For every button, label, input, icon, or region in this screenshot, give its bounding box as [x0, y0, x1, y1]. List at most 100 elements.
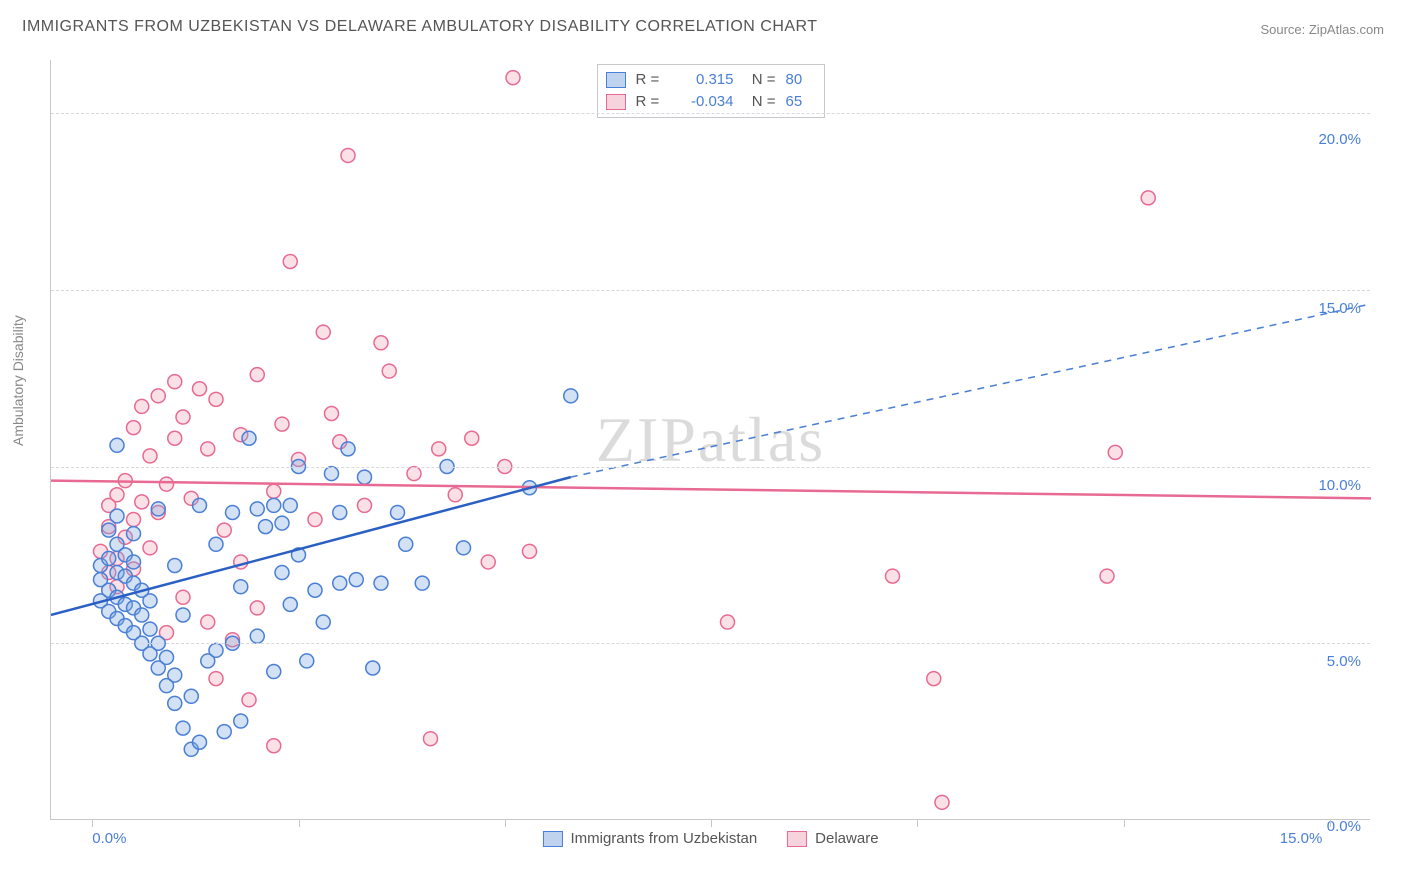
legend-label-uzbekistan: Immigrants from Uzbekistan: [570, 830, 757, 847]
data-point: [127, 527, 141, 541]
data-point: [316, 325, 330, 339]
data-point: [886, 569, 900, 583]
series-legend: Immigrants from Uzbekistan Delaware: [542, 830, 878, 847]
grid-line: [51, 467, 1370, 468]
data-point: [391, 505, 405, 519]
data-point: [160, 477, 174, 491]
data-point: [935, 795, 949, 809]
data-point: [242, 693, 256, 707]
grid-line: [51, 113, 1370, 114]
data-point: [234, 714, 248, 728]
swatch-uzbekistan-icon: [542, 831, 562, 847]
data-point: [135, 495, 149, 509]
data-point: [143, 449, 157, 463]
plot-svg: [51, 60, 1370, 819]
data-point: [209, 537, 223, 551]
data-point: [209, 672, 223, 686]
data-point: [506, 71, 520, 85]
data-point: [168, 668, 182, 682]
legend-item-uzbekistan: Immigrants from Uzbekistan: [542, 830, 757, 847]
data-point: [325, 467, 339, 481]
data-point: [250, 629, 264, 643]
data-point: [250, 368, 264, 382]
data-point: [259, 520, 273, 534]
data-point: [110, 509, 124, 523]
data-point: [168, 431, 182, 445]
data-point: [283, 254, 297, 268]
data-point: [201, 615, 215, 629]
grid-line: [51, 643, 1370, 644]
data-point: [308, 513, 322, 527]
data-point: [193, 382, 207, 396]
legend-label-delaware: Delaware: [815, 830, 878, 847]
data-point: [143, 622, 157, 636]
data-point: [176, 410, 190, 424]
data-point: [209, 392, 223, 406]
data-point: [135, 399, 149, 413]
data-point: [275, 516, 289, 530]
source-attribution: Source: ZipAtlas.com: [1260, 22, 1384, 37]
data-point: [366, 661, 380, 675]
data-point: [275, 417, 289, 431]
data-point: [325, 406, 339, 420]
data-point: [201, 442, 215, 456]
data-point: [927, 672, 941, 686]
data-point: [358, 470, 372, 484]
data-point: [316, 615, 330, 629]
data-point: [217, 725, 231, 739]
data-point: [135, 608, 149, 622]
data-point: [481, 555, 495, 569]
trend-line-uzbekistan-extrapolated: [571, 304, 1371, 477]
data-point: [160, 650, 174, 664]
data-point: [193, 498, 207, 512]
data-point: [143, 594, 157, 608]
data-point: [102, 551, 116, 565]
data-point: [333, 505, 347, 519]
data-point: [358, 498, 372, 512]
data-point: [382, 364, 396, 378]
data-point: [127, 555, 141, 569]
plot-area: ZIPatlas R = 0.315 N = 80 R = -0.034 N =…: [50, 60, 1370, 820]
data-point: [1108, 445, 1122, 459]
data-point: [341, 442, 355, 456]
data-point: [242, 431, 256, 445]
grid-line: [51, 290, 1370, 291]
data-point: [465, 431, 479, 445]
data-point: [283, 597, 297, 611]
data-point: [226, 505, 240, 519]
data-point: [374, 576, 388, 590]
data-point: [250, 601, 264, 615]
data-point: [1100, 569, 1114, 583]
x-tick: [1330, 819, 1331, 827]
data-point: [407, 467, 421, 481]
data-point: [250, 502, 264, 516]
data-point: [564, 389, 578, 403]
data-point: [151, 502, 165, 516]
data-point: [523, 544, 537, 558]
data-point: [349, 573, 363, 587]
data-point: [267, 739, 281, 753]
data-point: [176, 608, 190, 622]
data-point: [234, 580, 248, 594]
data-point: [151, 389, 165, 403]
y-axis-label: Ambulatory Disability: [10, 315, 26, 446]
data-point: [110, 438, 124, 452]
data-point: [415, 576, 429, 590]
data-point: [127, 513, 141, 527]
x-tick: [92, 819, 93, 827]
data-point: [168, 558, 182, 572]
chart-container: IMMIGRANTS FROM UZBEKISTAN VS DELAWARE A…: [0, 0, 1406, 892]
data-point: [168, 696, 182, 710]
x-tick: [1124, 819, 1125, 827]
x-tick-label: 0.0%: [92, 830, 126, 847]
data-point: [267, 498, 281, 512]
data-point: [127, 421, 141, 435]
data-point: [448, 488, 462, 502]
data-point: [1141, 191, 1155, 205]
x-tick: [299, 819, 300, 827]
data-point: [267, 665, 281, 679]
y-tick-label: 15.0%: [1261, 300, 1361, 317]
x-tick: [711, 819, 712, 827]
data-point: [193, 735, 207, 749]
data-point: [399, 537, 413, 551]
